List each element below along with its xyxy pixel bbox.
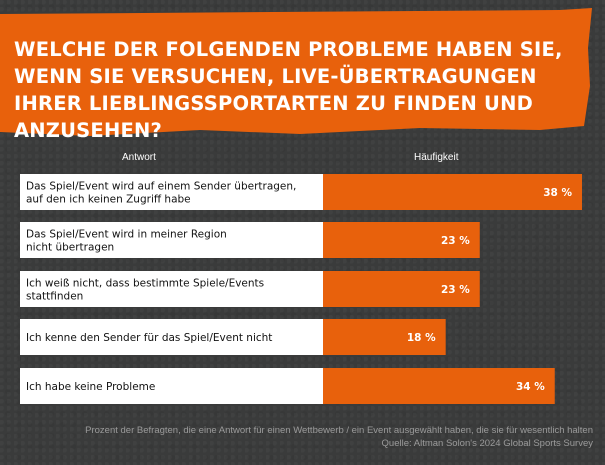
category-label-2-line-2: nicht übertragen [26,242,114,254]
value-label-2: 23 % [441,235,470,247]
value-label-1: 38 % [543,187,572,199]
bar-2 [323,222,480,258]
category-label-4-line-1: Ich kenne den Sender für das Spiel/Event… [26,332,272,344]
source-note: Quelle: Altman Solon's 2024 Global Sport… [381,438,593,449]
value-label-3: 23 % [441,284,470,296]
bar-5 [323,368,555,404]
category-box-2 [20,222,323,258]
title-banner: WELCHE DER FOLGENDEN PROBLEME HABEN SIE,… [0,8,592,142]
bar-4 [323,319,446,355]
footnote: Prozent der Befragten, die eine Antwort … [85,425,593,436]
value-label-4: 18 % [407,332,436,344]
category-label-2-line-1: Das Spiel/Event wird in meiner Region [26,229,227,241]
category-label-1-line-2: auf den ich keinen Zugriff habe [26,194,191,206]
category-label-3-line-2: stattfinden [26,291,83,303]
value-label-5: 34 % [516,381,545,393]
category-label-3-line-1: Ich weiß nicht, dass bestimmte Spiele/Ev… [26,278,264,290]
column-header-answer: Antwort [122,152,156,163]
category-label-1-line-1: Das Spiel/Event wird auf einem Sender üb… [26,181,296,193]
bar-3 [323,271,480,307]
category-box-5 [20,368,323,404]
bar-1 [323,174,582,210]
banner-shape [0,8,592,136]
column-header-frequency: Häufigkeit [414,152,459,163]
chart-title: WELCHE DER FOLGENDEN PROBLEME HABEN SIE,… [14,38,563,142]
category-box-3 [20,271,323,307]
category-label-5-line-1: Ich habe keine Probleme [26,381,155,393]
category-box-4 [20,319,323,355]
category-box-1 [20,174,323,210]
